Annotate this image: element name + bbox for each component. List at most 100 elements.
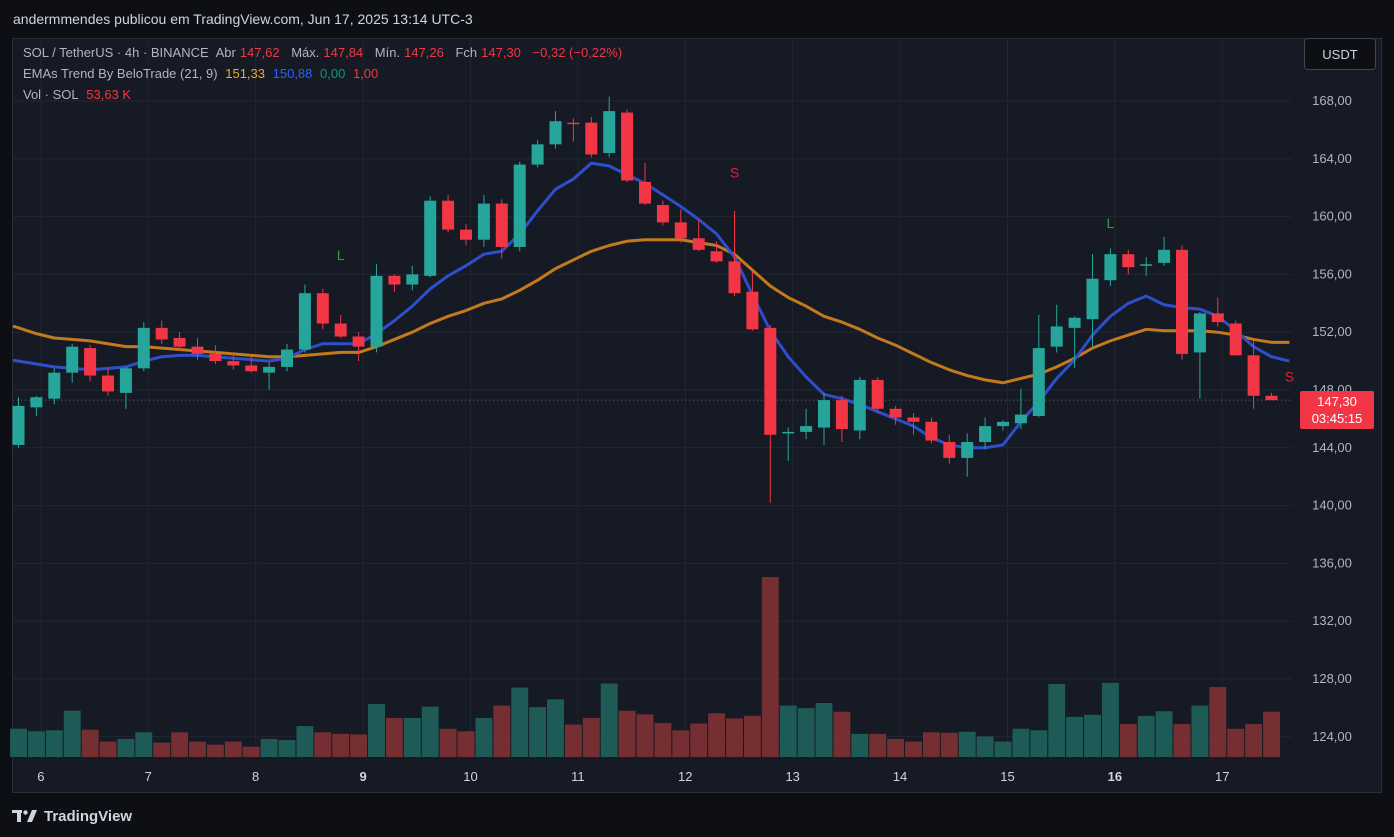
candle-body [853, 379, 866, 431]
volume-bar [1048, 683, 1066, 757]
volume-bar [618, 710, 636, 757]
volume-bar [582, 717, 600, 757]
volume-label[interactable]: Vol · SOL [23, 87, 79, 102]
volume-bar [1101, 682, 1119, 757]
candle-body [12, 405, 25, 445]
volume-bar [1263, 711, 1280, 757]
candle-body [871, 379, 884, 409]
legend-close-label: Fch [455, 45, 478, 60]
x-tick-label: 6 [37, 769, 44, 784]
candle-body [1211, 313, 1224, 323]
volume-bar [994, 741, 1012, 757]
volume-bar [153, 742, 171, 757]
volume-bar [45, 730, 63, 757]
grid-lines [13, 39, 1292, 757]
volume-bar [278, 740, 296, 757]
volume-bar [905, 741, 922, 757]
legend-open-value: 147,62 [239, 45, 280, 60]
footer-brand[interactable]: TradingView [12, 805, 132, 827]
volume-bar [27, 731, 45, 757]
candle-body [298, 293, 311, 350]
volume-bar [564, 724, 582, 757]
y-tick-label: 164,00 [1312, 151, 1352, 166]
candle-body [495, 203, 508, 247]
signal-short: S [730, 165, 739, 181]
time-axis: 6 7 8 9 10 11 12 13 14 15 16 17 [37, 769, 1229, 784]
candle-body [66, 346, 79, 373]
x-tick-label: 17 [1215, 769, 1229, 784]
indicator-value-3: 0,00 [320, 66, 346, 81]
volume-bar [779, 705, 797, 757]
volume-bar [1173, 724, 1191, 757]
candle-body [1068, 317, 1081, 328]
legend-open-label: Abr [215, 45, 236, 60]
candle-body [621, 112, 634, 181]
candle-body [943, 442, 956, 458]
candle-body [1247, 355, 1260, 396]
volume-bar [439, 728, 457, 757]
legend-symbol[interactable]: SOL / TetherUS · 4h · BINANCE [23, 45, 209, 60]
candle-body [477, 203, 490, 240]
x-tick-label: 9 [359, 769, 366, 784]
tradingview-logo-icon [12, 810, 37, 822]
candle-body [728, 261, 741, 294]
volume-bar [457, 731, 475, 757]
y-tick-label: 140,00 [1312, 498, 1352, 513]
volume-bar [654, 723, 672, 757]
legend-high-label: Máx. [291, 45, 320, 60]
legend-low-value: 147,26 [404, 45, 444, 60]
x-tick-label: 12 [678, 769, 692, 784]
indicator-name[interactable]: EMAs Trend By BeloTrade (21, 9) [23, 66, 218, 81]
volume-bar [547, 699, 564, 757]
x-tick-label: 11 [571, 769, 585, 784]
volume-bar [332, 733, 350, 757]
volume-bar [189, 741, 206, 757]
volume-bar [743, 715, 761, 757]
volume-bar [135, 732, 153, 757]
x-tick-label: 16 [1108, 769, 1122, 784]
volume-bar [1012, 728, 1030, 757]
candle-body [567, 122, 580, 125]
volume-bar [1209, 687, 1227, 757]
bar-countdown: 03:45:15 [1311, 411, 1363, 426]
candle-body [656, 205, 669, 223]
volume-bar [511, 687, 529, 757]
candle-body [674, 222, 687, 239]
candle-body [961, 442, 974, 458]
volume-bar [314, 732, 332, 757]
ema9-value: 150,88 [272, 66, 313, 81]
chart-frame[interactable] [12, 38, 1382, 793]
candle-body [84, 348, 97, 376]
volume-bar [726, 718, 743, 757]
currency-button[interactable]: USDT [1304, 38, 1376, 70]
candle-body [1265, 395, 1278, 401]
candle-body [997, 421, 1009, 427]
volume-bar [99, 741, 117, 757]
candle-body [1158, 249, 1171, 263]
volume-bar [1030, 730, 1048, 757]
candle-body [370, 275, 383, 347]
volume-bar [690, 723, 708, 757]
volume-bar [475, 717, 493, 757]
volume-bar [1119, 724, 1137, 757]
candle-body [513, 164, 526, 247]
candle-body [603, 111, 616, 154]
volume-bar [1227, 728, 1245, 757]
volume-bar [1066, 716, 1084, 757]
candle-body [209, 353, 222, 362]
volume-bar [958, 731, 976, 757]
y-tick-label: 144,00 [1312, 440, 1352, 455]
candle-body [1104, 254, 1117, 281]
volume-bar [81, 729, 99, 757]
volume-bar [117, 739, 135, 757]
price-axis: 124,00128,00132,00136,00140,00144,00148,… [1312, 93, 1352, 744]
last-price-value: 147,30 [1317, 394, 1357, 409]
candle-body [316, 293, 329, 324]
candle-body [245, 365, 258, 372]
candle-body [1086, 278, 1099, 320]
volume-bar [171, 732, 189, 757]
candle-body [818, 400, 830, 428]
candle-body [585, 122, 598, 155]
legend-indicator-row: EMAs Trend By BeloTrade (21, 9) 151,33 1… [23, 66, 382, 81]
